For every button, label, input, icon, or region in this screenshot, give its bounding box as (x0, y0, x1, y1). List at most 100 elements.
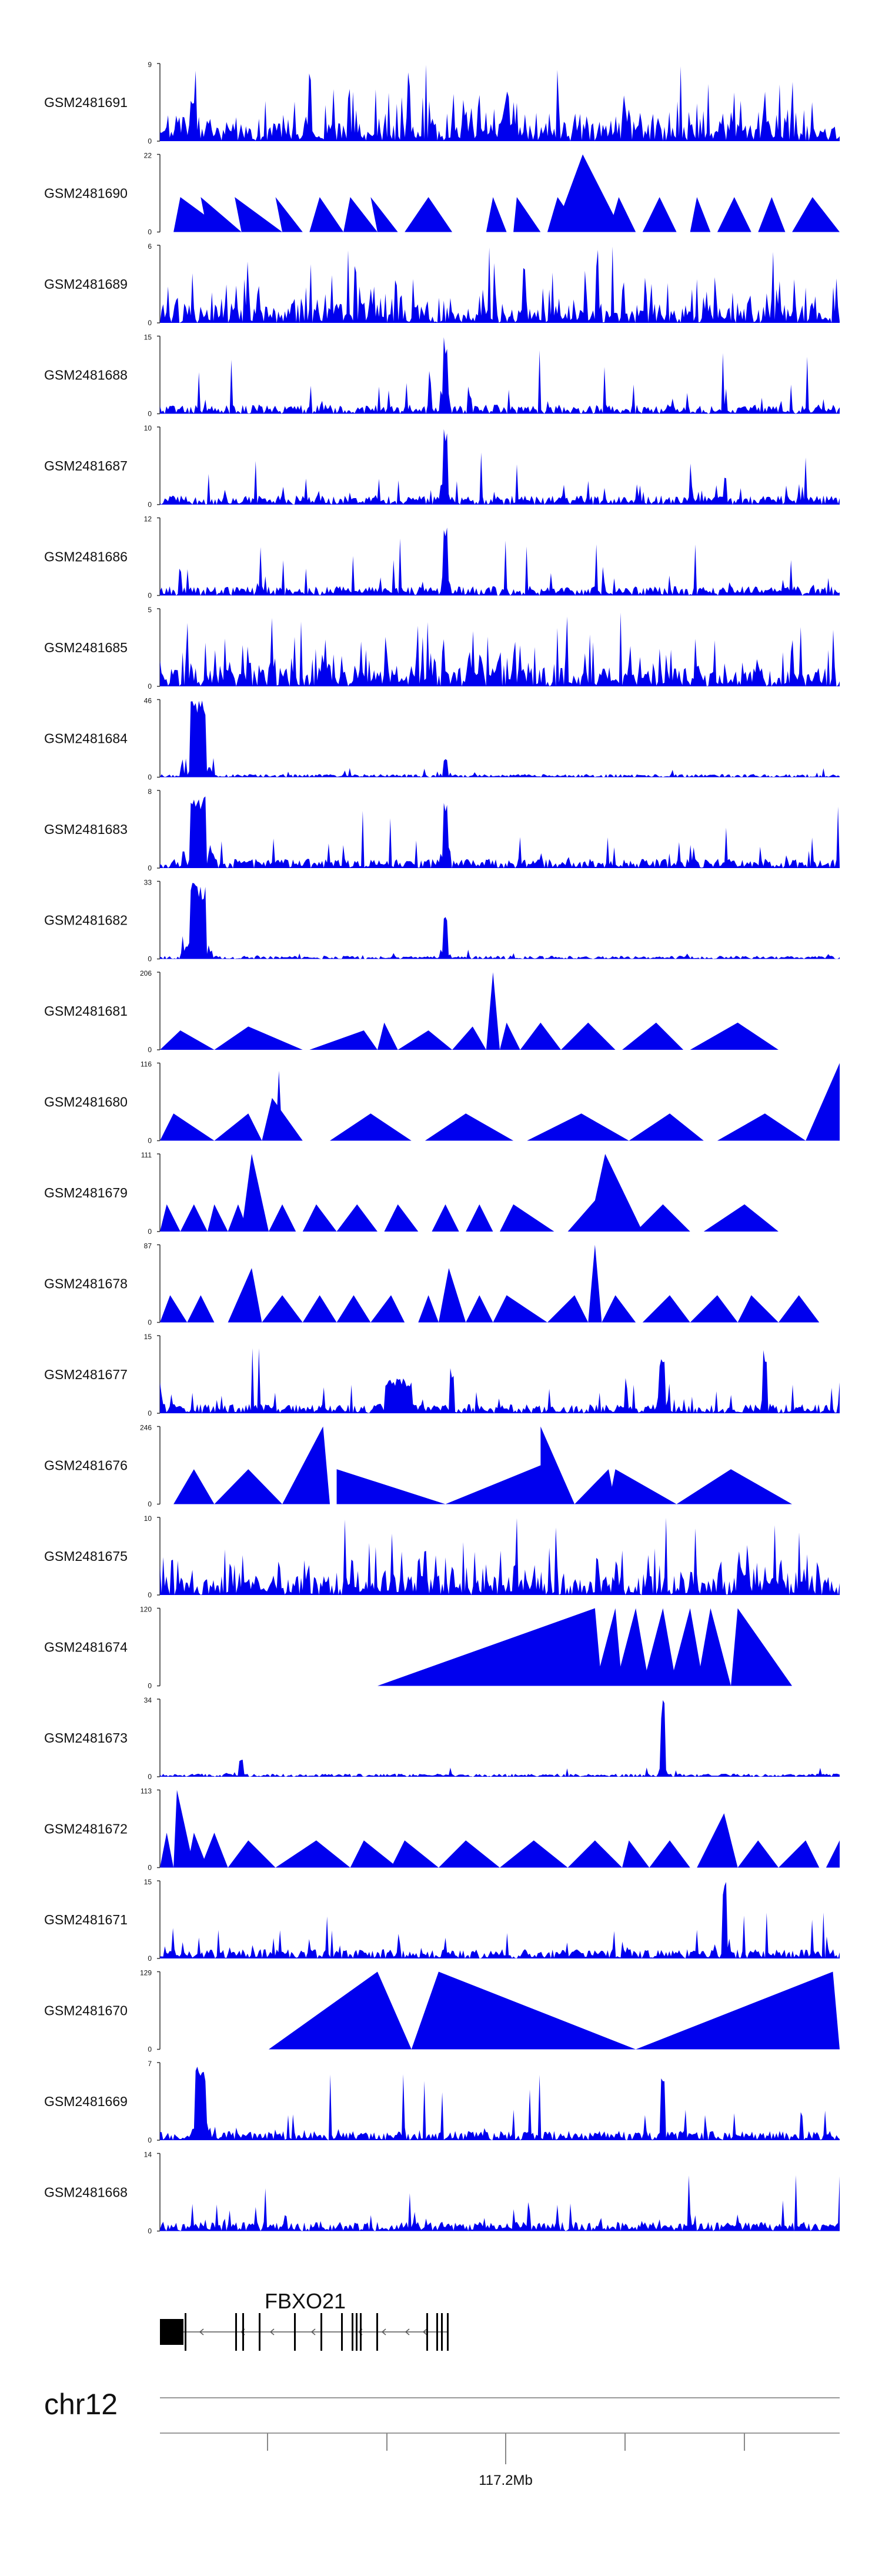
signal-peak (500, 1204, 554, 1232)
signal-peak (636, 1204, 690, 1232)
track-ymax-label: 6 (148, 242, 152, 251)
signal-peak (717, 197, 751, 232)
track-ymax-label: 46 (144, 697, 152, 705)
signal-peak (642, 1608, 677, 1686)
track-GSM2481678: GSM2481678 87 0 (44, 1242, 820, 1327)
signal-peak (173, 1790, 194, 1868)
track-label: GSM2481674 (44, 1640, 128, 1655)
track-ymin-label: 0 (148, 2227, 152, 2235)
track-ymin-label: 0 (148, 955, 152, 963)
signal-peak (554, 154, 623, 232)
track-label: GSM2481679 (44, 1185, 128, 1200)
signal-peak (330, 1113, 412, 1141)
signal-peak (527, 1113, 629, 1141)
signal-peak (207, 1204, 228, 1232)
signal-peak (336, 1204, 377, 1232)
track-label: GSM2481684 (44, 731, 128, 746)
signal-peak (547, 1295, 589, 1323)
track-label: GSM2481689 (44, 276, 128, 292)
signal-peak (187, 1295, 215, 1323)
signal-peak (717, 1113, 806, 1141)
track-ymin-label: 0 (148, 319, 152, 327)
signal-peak (622, 1022, 684, 1050)
track-label: GSM2481669 (44, 2094, 128, 2109)
signal-peak (201, 197, 242, 232)
coordinate-ruler: chr12 117.2Mb (44, 2388, 840, 2488)
track-ymax-label: 15 (144, 333, 152, 342)
track-GSM2481684: GSM2481684 46 0 (44, 697, 840, 782)
signal-peak (561, 1022, 616, 1050)
signal-peak (737, 1840, 779, 1868)
signal-peak (500, 1022, 520, 1050)
signal-peak (262, 1295, 303, 1323)
signal-peak (493, 1295, 547, 1323)
track-ymin-label: 0 (148, 410, 152, 418)
track-label: GSM2481682 (44, 913, 128, 928)
track-ymin-label: 0 (148, 864, 152, 872)
gene-utr-block (160, 2319, 183, 2345)
signal-peak (350, 1840, 398, 1868)
track-ymin-label: 0 (148, 1409, 152, 1417)
gene-exon (242, 2313, 244, 2351)
signal-area (160, 2067, 840, 2140)
signal-peak (384, 1204, 419, 1232)
track-label: GSM2481670 (44, 2003, 128, 2018)
track-ymin-label: 0 (148, 1954, 152, 1963)
track-ymax-label: 87 (144, 1242, 152, 1250)
gene-exon (341, 2313, 343, 2351)
signal-peak (309, 1030, 377, 1050)
track-GSM2481681: GSM2481681 206 0 (44, 969, 779, 1054)
track-GSM2481669: GSM2481669 7 0 (44, 2060, 840, 2144)
track-ymin-label: 0 (148, 682, 152, 690)
gene-model: FBXO21 (160, 2289, 449, 2351)
signal-peak (302, 1204, 337, 1232)
signal-peak (588, 1154, 643, 1232)
track-GSM2481672: GSM2481672 113 0 (44, 1787, 840, 1872)
signal-peak (418, 1295, 439, 1323)
signal-peak (486, 197, 507, 232)
track-label: GSM2481668 (44, 2185, 128, 2200)
signal-peak (173, 1469, 215, 1504)
signal-peak (697, 1813, 738, 1868)
signal-peak (370, 197, 398, 232)
track-ymin-label: 0 (148, 137, 152, 145)
gene-exon (320, 2313, 322, 2351)
gene-exon (436, 2313, 438, 2351)
signal-area (160, 796, 840, 868)
track-ymin-label: 0 (148, 1137, 152, 1145)
track-label: GSM2481676 (44, 1458, 128, 1473)
track-GSM2481676: GSM2481676 246 0 (44, 1424, 793, 1509)
signal-peak (466, 1295, 493, 1323)
strand-arrow (199, 2328, 204, 2335)
tracks-layer: GSM248169190GSM2481690220GSM248168960GSM… (44, 61, 840, 2235)
chromosome-label: chr12 (44, 2388, 118, 2421)
signal-peak (201, 1833, 228, 1868)
gene-label: FBXO21 (265, 2289, 346, 2313)
signal-area (160, 246, 840, 323)
track-ymin-label: 0 (148, 2046, 152, 2054)
signal-peak (567, 1840, 623, 1868)
track-ymax-label: 15 (144, 1333, 152, 1341)
signal-peak (309, 197, 344, 232)
track-GSM2481670: GSM2481670 129 0 (44, 1969, 840, 2054)
signal-peak (602, 1295, 636, 1323)
track-GSM2481671: GSM2481671 15 0 (44, 1878, 840, 1963)
signal-peak (275, 197, 303, 232)
signal-peak (690, 1295, 738, 1323)
gene-exon (426, 2313, 428, 2351)
signal-peak (697, 1608, 731, 1686)
gene-exon (376, 2313, 378, 2351)
track-ymin-label: 0 (148, 1227, 152, 1236)
track-label: GSM2481688 (44, 368, 128, 383)
signal-area (160, 429, 840, 505)
track-label: GSM2481686 (44, 549, 128, 565)
track-GSM2481691: GSM2481691 9 0 (44, 61, 840, 145)
signal-peak (690, 197, 711, 232)
track-ymax-label: 15 (144, 1878, 152, 1886)
track-ymax-label: 33 (144, 879, 152, 887)
track-ymin-label: 0 (148, 1864, 152, 1872)
track-label: GSM2481690 (44, 186, 128, 201)
track-ymin-label: 0 (148, 2136, 152, 2144)
signal-peak (235, 197, 283, 232)
